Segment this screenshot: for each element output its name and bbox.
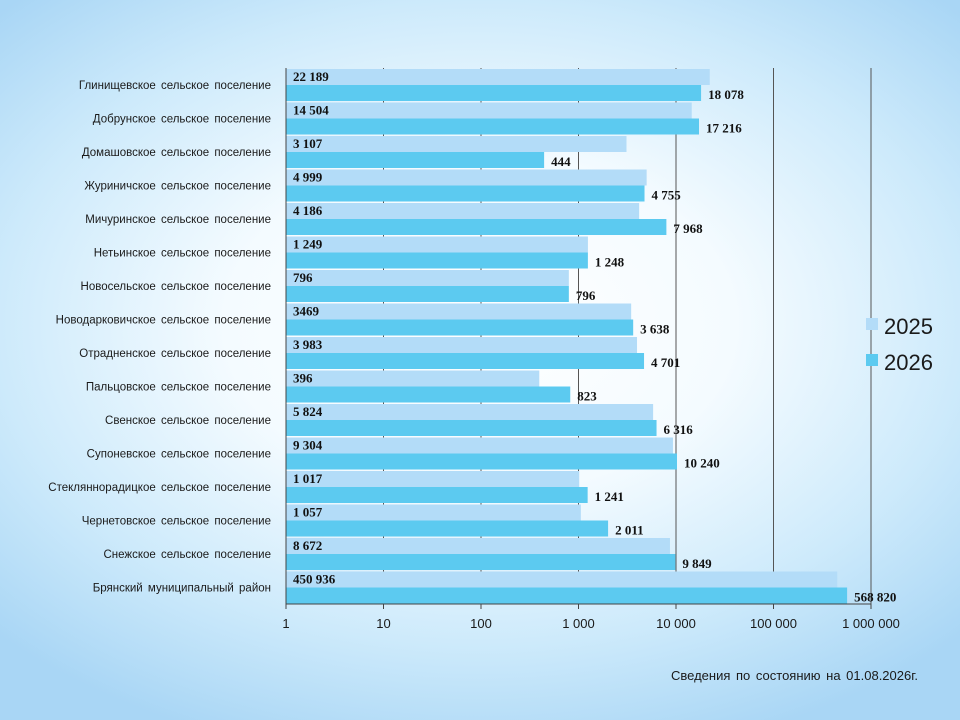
- bar-2025: [286, 471, 580, 487]
- data-label-2026: 10 240: [684, 456, 720, 471]
- bar-2026: [286, 520, 609, 537]
- legend-swatch-2025: [866, 318, 878, 330]
- data-label-2026: 568 820: [854, 590, 896, 605]
- data-label-2026: 17 216: [706, 121, 742, 136]
- category-label: Снежское сельское поселение: [103, 549, 271, 561]
- category-label: Отрадненское сельское поселение: [79, 348, 271, 360]
- x-tick-label: 10 000: [656, 616, 696, 631]
- bar-2025: [286, 236, 588, 253]
- x-tick-label: 10: [376, 616, 390, 631]
- x-tick-label: 100: [470, 616, 492, 631]
- data-label-2025: 396: [293, 371, 313, 386]
- data-label-2025: 4 186: [293, 203, 323, 218]
- data-label-2026: 4 755: [652, 188, 682, 203]
- legend-label-2026: 2026: [884, 350, 933, 375]
- x-tick-label: 100 000: [750, 616, 797, 631]
- bar-2025: [286, 69, 710, 85]
- data-label-2025: 450 936: [293, 572, 336, 587]
- data-label-2025: 9 304: [293, 438, 323, 453]
- bar-2025: [286, 538, 670, 554]
- category-label: Нетьинское сельское поселение: [94, 247, 271, 259]
- bar-2025: [286, 404, 654, 420]
- data-label-2025: 5 824: [293, 404, 323, 419]
- bar-2025: [286, 203, 640, 219]
- bar-2026: [286, 587, 848, 604]
- bar-2025: [286, 571, 838, 588]
- bar-2025: [286, 270, 569, 286]
- data-label-2026: 4 701: [651, 355, 680, 370]
- bar-2026: [286, 386, 571, 403]
- footnote: Сведения по состоянию на 01.08.2026г.: [671, 668, 918, 683]
- data-label-2025: 3 983: [293, 337, 323, 352]
- data-label-2026: 6 316: [664, 422, 694, 437]
- x-tick-label: 1 000: [562, 616, 595, 631]
- category-label: Свенское сельское поселение: [105, 415, 271, 427]
- bar-2025: [286, 136, 627, 152]
- category-labels: Глинищевское сельское поселение Добрунско…: [48, 80, 271, 595]
- bar-2026: [286, 152, 545, 168]
- category-label: Чернетовское сельское поселение: [82, 515, 271, 527]
- bar-2025: [286, 504, 581, 521]
- data-label-2025: 1 057: [293, 505, 323, 520]
- bar-2026: [286, 286, 569, 302]
- bar-2026: [286, 453, 678, 470]
- legend: 2025 2026: [866, 314, 933, 375]
- data-label-2025: 8 672: [293, 538, 322, 553]
- bars: [286, 69, 848, 604]
- bar-2025: [286, 370, 540, 387]
- bar-2026: [286, 85, 702, 101]
- bar-2026: [286, 118, 700, 135]
- bar-2026: [286, 319, 634, 336]
- bar-2026: [286, 554, 676, 570]
- data-label-2026: 823: [577, 389, 597, 404]
- data-label-2025: 1 017: [293, 471, 323, 486]
- category-label: Добрунское сельское поселение: [93, 113, 271, 125]
- axes: [285, 68, 872, 609]
- bar-2025: [286, 437, 673, 454]
- x-tick-labels: 1 10 100 1 000 10 000 100 000 1 000 000: [282, 616, 900, 631]
- data-label-2025: 796: [293, 270, 313, 285]
- bar-2026: [286, 420, 657, 436]
- category-label: Брянский муниципальный район: [93, 582, 271, 594]
- category-label: Пальцовское сельское поселение: [86, 381, 271, 393]
- x-tick-label: 1: [282, 616, 289, 631]
- data-label-2026: 1 241: [595, 489, 624, 504]
- data-label-2026: 1 248: [595, 255, 625, 270]
- data-label-2026: 7 968: [673, 221, 703, 236]
- category-label: Мичуринское сельское поселение: [85, 214, 271, 226]
- data-labels: 22 189 18 078 14 504 17 216 3 107 444 4 999 4 7…: [293, 69, 896, 605]
- data-label-2026: 796: [576, 288, 596, 303]
- bar-2026: [286, 252, 588, 269]
- legend-label-2025: 2025: [884, 314, 933, 339]
- bar-2026: [286, 219, 667, 235]
- category-label: Глинищевское сельское поселение: [79, 80, 271, 92]
- x-tick-label: 1 000 000: [842, 616, 900, 631]
- category-label: Стекляннорадицкое сельское поселение: [48, 482, 271, 494]
- data-label-2025: 3469: [293, 304, 320, 319]
- bar-2025: [286, 303, 632, 320]
- bar-2025: [286, 102, 692, 119]
- data-label-2025: 4 999: [293, 170, 323, 185]
- category-label: Новодарковичское сельское поселение: [56, 314, 271, 326]
- legend-swatch-2026: [866, 354, 878, 366]
- bar-2025: [286, 169, 647, 186]
- data-label-2025: 3 107: [293, 136, 323, 151]
- category-label: Домашовское сельское поселение: [82, 147, 271, 159]
- bar-2025: [286, 337, 638, 353]
- bar-2026: [286, 487, 588, 503]
- data-label-2025: 14 504: [293, 103, 329, 118]
- bar-2026: [286, 185, 645, 202]
- category-label: Новосельское сельское поселение: [81, 281, 271, 293]
- category-label: Супоневское сельское поселение: [87, 448, 271, 460]
- data-label-2026: 3 638: [640, 322, 670, 337]
- data-label-2026: 18 078: [708, 87, 744, 102]
- data-label-2025: 1 249: [293, 237, 323, 252]
- data-label-2025: 22 189: [293, 69, 329, 84]
- bar-2026: [286, 353, 645, 369]
- data-label-2026: 444: [551, 154, 571, 169]
- data-label-2026: 9 849: [682, 556, 712, 571]
- category-label: Журиничское сельское поселение: [84, 180, 271, 192]
- data-label-2026: 2 011: [615, 523, 644, 538]
